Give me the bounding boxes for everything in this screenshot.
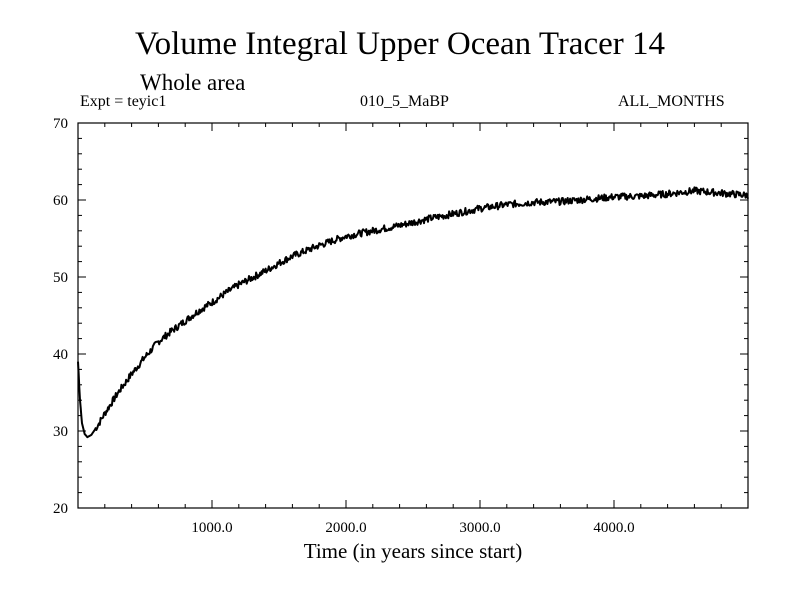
x-tick-label: 1000.0 xyxy=(191,520,232,536)
plot-frame xyxy=(77,122,749,509)
y-tick-label: 60 xyxy=(53,193,68,209)
x-axis-label: Time (in years since start) xyxy=(304,539,523,563)
axis-ticks xyxy=(78,123,748,508)
run-label: 010_5_MaBP xyxy=(360,93,449,110)
y-tick-label: 40 xyxy=(53,347,68,363)
series-line xyxy=(77,186,749,439)
x-tick-label: 2000.0 xyxy=(325,520,366,536)
y-tick-label: 30 xyxy=(53,424,68,440)
chart-subtitle: Whole area xyxy=(140,70,246,95)
months-label: ALL_MONTHS xyxy=(618,93,725,110)
x-tick-label: 4000.0 xyxy=(593,520,634,536)
y-tick-label: 50 xyxy=(53,270,68,286)
chart-title: Volume Integral Upper Ocean Tracer 14 xyxy=(135,26,665,62)
x-tick-label: 3000.0 xyxy=(459,520,500,536)
y-tick-label: 20 xyxy=(53,501,68,517)
y-tick-label: 70 xyxy=(53,116,68,132)
experiment-label: Expt = teyic1 xyxy=(80,93,167,110)
axis-tick-labels: 20 30 40 50 60 70 1000.0 2000.0 3000.0 4000.0 xyxy=(53,116,635,536)
